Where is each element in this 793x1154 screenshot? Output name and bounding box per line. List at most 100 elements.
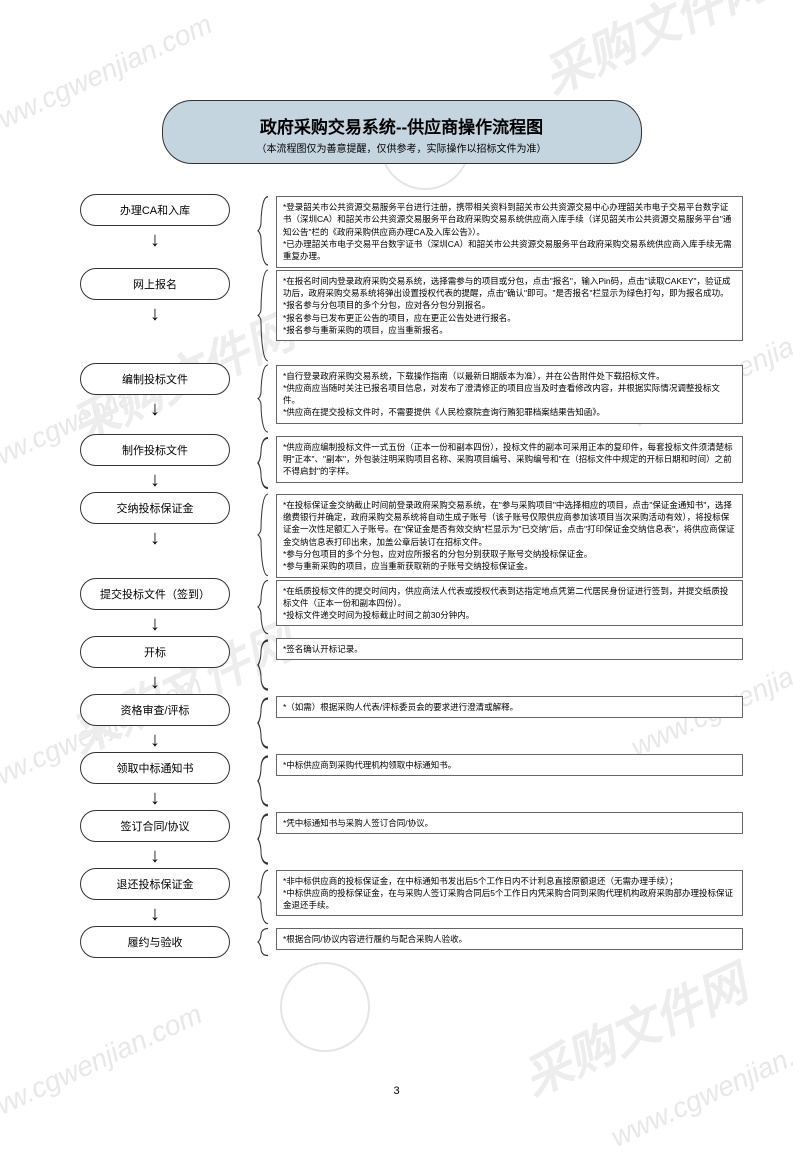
title-main: 政府采购交易系统--供应商操作流程图 [203,113,601,138]
desc-line: *中标供应商到采购代理机构领取中标通知书。 [283,759,736,771]
arrow-down-icon: ↓ [150,528,160,548]
desc-line: *报名参与分包项目的多个分包，应对各分包分别报名。 [283,299,736,311]
step-description: *（如需）根据采购人代表/评标委员会的要求进行澄清或解释。 [276,696,743,718]
flow-row: 办理CA和入库↓ *登录韶关市公共资源交易服务平台进行注册，携带相关资料到韶关市… [60,194,743,268]
flow-row: 制作投标文件 ↓ *供应商应编制投标文件一式五份（正本一份和副本四份），投标文件的… [60,434,743,492]
desc-line: *在投标保证金交纳截止时间前登录政府采购交易系统，在"参与采购项目"中选择相应的… [283,499,736,548]
step-column: 编制投标文件 ↓ [60,363,250,421]
title-box: 政府采购交易系统--供应商操作流程图 （本流程图仅为善意提醒，仅供参考，实际操作… [162,100,642,164]
arrow-down-icon: ↓ [150,470,160,490]
bracket-icon [256,636,270,694]
step-node: 签订合同/协议 [80,810,230,842]
step-column: 开标 ↓ [60,636,250,694]
step-description: *在报名时间内登录政府采购交易系统，选择需参与的项目或分包，点击"报名"，输入P… [276,270,743,342]
step-node: 履约与验收 [80,926,230,958]
step-node: 网上报名 [80,268,230,300]
page-content: 政府采购交易系统--供应商操作流程图 （本流程图仅为善意提醒，仅供参考，实际操作… [0,0,793,988]
page-number: 3 [393,1085,399,1097]
step-node: 资格审查/评标 [80,694,230,726]
step-description: *签名确认开标记录。 [276,638,743,660]
step-node: 领取中标通知书 [80,752,230,784]
flowchart: 办理CA和入库↓ *登录韶关市公共资源交易服务平台进行注册，携带相关资料到韶关市… [60,194,743,958]
desc-line: *在报名时间内登录政府采购交易系统，选择需参与的项目或分包，点击"报名"，输入P… [283,275,736,300]
bracket-icon [256,752,270,810]
flow-row: 提交投标文件（签到） ↓ *在纸质投标文件的提交时间内，供应商法人代表或授权代表到… [60,578,743,636]
desc-line: *自行登录政府采购交易系统，下载操作指南（以最新日期版本为准），并在公告附件处下… [283,370,736,382]
arrow-down-icon: ↓ [150,904,160,924]
bracket-icon [256,868,270,926]
bracket-icon [256,363,270,434]
flow-row: 领取中标通知书 ↓ *中标供应商到采购代理机构领取中标通知书。 [60,752,743,810]
step-description: *在投标保证金交纳截止时间前登录政府采购交易系统，在"参与采购项目"中选择相应的… [276,494,743,578]
desc-line: *登录韶关市公共资源交易服务平台进行注册，携带相关资料到韶关市公共资源交易中心办… [283,201,736,238]
bracket-icon [256,492,270,578]
step-description: *非中标供应商的投标保证金，在中标通知书发出后5个工作日内不计利息直接原额退还（… [276,870,743,917]
desc-line: *非中标供应商的投标保证金，在中标通知书发出后5个工作日内不计利息直接原额退还（… [283,875,736,887]
arrow-down-icon: ↓ [150,399,160,419]
step-column: 办理CA和入库↓ [60,194,250,252]
bracket-icon [256,434,270,492]
step-description: *凭中标通知书与采购人签订合同/协议。 [276,812,743,834]
step-description: *自行登录政府采购交易系统，下载操作指南（以最新日期版本为准），并在公告附件处下… [276,365,743,424]
desc-line: *供应商应编制投标文件一式五份（正本一份和副本四份），投标文件的副本可采用正本的… [283,441,736,478]
arrow-down-icon: ↓ [150,730,160,750]
step-node: 退还投标保证金 [80,868,230,900]
desc-line: *根据合同/协议内容进行履约与配合采购人验收。 [283,933,736,945]
step-node: 开标 [80,636,230,668]
desc-line: *中标供应商的投标保证金，在与采购人签订采购合同后5个工作日内凭采购合同到采购代… [283,887,736,912]
desc-line: *签名确认开标记录。 [283,643,736,655]
arrow-down-icon: ↓ [150,672,160,692]
flow-row: 交纳投标保证金 ↓ *在投标保证金交纳截止时间前登录政府采购交易系统，在"参与采购… [60,492,743,578]
desc-line: *参与分包项目的多个分包，应对应所报名的分包分别获取子账号交纳投标保证金。 [283,548,736,560]
step-node: 制作投标文件 [80,434,230,466]
arrow-down-icon: ↓ [150,788,160,808]
step-column: 提交投标文件（签到） ↓ [60,578,250,636]
step-column: 交纳投标保证金 ↓ [60,492,250,550]
step-column: 履约与验收 [60,926,250,958]
flow-row: 退还投标保证金 ↓ *非中标供应商的投标保证金，在中标通知书发出后5个工作日内不计… [60,868,743,926]
desc-line: *参与重新采购的项目，应当重新获取新的子账号交纳投标保证金。 [283,560,736,572]
flow-row: 网上报名 ↓ *在报名时间内登录政府采购交易系统，选择需参与的项目或分包，点击"报… [60,268,743,363]
flow-row: 履约与验收 *根据合同/协议内容进行履约与配合采购人验收。 [60,926,743,958]
step-description: *登录韶关市公共资源交易服务平台进行注册，携带相关资料到韶关市公共资源交易中心办… [276,196,743,268]
bracket-icon [256,810,270,868]
flow-row: 编制投标文件 ↓ *自行登录政府采购交易系统，下载操作指南（以最新日期版本为准），… [60,363,743,434]
step-column: 领取中标通知书 ↓ [60,752,250,810]
bracket-icon [256,194,270,268]
step-description: *中标供应商到采购代理机构领取中标通知书。 [276,754,743,776]
step-description: *根据合同/协议内容进行履约与配合采购人验收。 [276,928,743,950]
flow-row: 签订合同/协议 ↓ *凭中标通知书与采购人签订合同/协议。 [60,810,743,868]
watermark-url: www.cgwenjian.com [606,1018,793,1154]
bracket-icon [256,268,270,363]
step-column: 资格审查/评标 ↓ [60,694,250,752]
desc-line: *供应商在提交投标文件时，不需要提供《人民检察院查询行贿犯罪档案结果告知函》。 [283,406,736,418]
desc-line: *投标文件递交时间为投标截止时间之前30分钟内。 [283,609,736,621]
desc-line: *（如需）根据采购人代表/评标委员会的要求进行澄清或解释。 [283,701,736,713]
bracket-icon [256,926,270,958]
step-column: 网上报名 ↓ [60,268,250,326]
step-node: 编制投标文件 [80,363,230,395]
arrow-down-icon: ↓ [150,614,160,634]
step-column: 制作投标文件 ↓ [60,434,250,492]
desc-line: *报名参与重新采购的项目，应当重新报名。 [283,324,736,336]
arrow-down-icon: ↓ [150,230,160,250]
desc-line: *已办理韶关市电子交易平台数字证书（深圳CA）和韶关市公共资源交易服务平台政府采… [283,238,736,263]
step-column: 签订合同/协议 ↓ [60,810,250,868]
bracket-icon [256,578,270,636]
step-column: 退还投标保证金 ↓ [60,868,250,926]
arrow-down-icon: ↓ [150,846,160,866]
desc-line: *供应商应当随时关注已报名项目信息，对发布了澄清修正的项目应当及时查看修改内容，… [283,382,736,407]
flow-row: 资格审查/评标 ↓ *（如需）根据采购人代表/评标委员会的要求进行澄清或解释。 [60,694,743,752]
arrow-down-icon: ↓ [150,304,160,324]
title-subtitle: （本流程图仅为善意提醒，仅供参考，实际操作以招标文件为准） [203,140,601,155]
step-description: *供应商应编制投标文件一式五份（正本一份和副本四份），投标文件的副本可采用正本的… [276,436,743,483]
flow-row: 开标 ↓ *签名确认开标记录。 [60,636,743,694]
desc-line: *报名参与已发布更正公告的项目，应在更正公告处进行报名。 [283,312,736,324]
step-node: 交纳投标保证金 [80,492,230,524]
desc-line: *凭中标通知书与采购人签订合同/协议。 [283,817,736,829]
step-node: 提交投标文件（签到） [80,578,230,610]
bracket-icon [256,694,270,752]
watermark-url: www.cgwenjian.com [0,998,207,1134]
desc-line: *在纸质投标文件的提交时间内，供应商法人代表或授权代表到达指定地点凭第二代居民身… [283,585,736,610]
step-description: *在纸质投标文件的提交时间内，供应商法人代表或授权代表到达指定地点凭第二代居民身… [276,580,743,627]
